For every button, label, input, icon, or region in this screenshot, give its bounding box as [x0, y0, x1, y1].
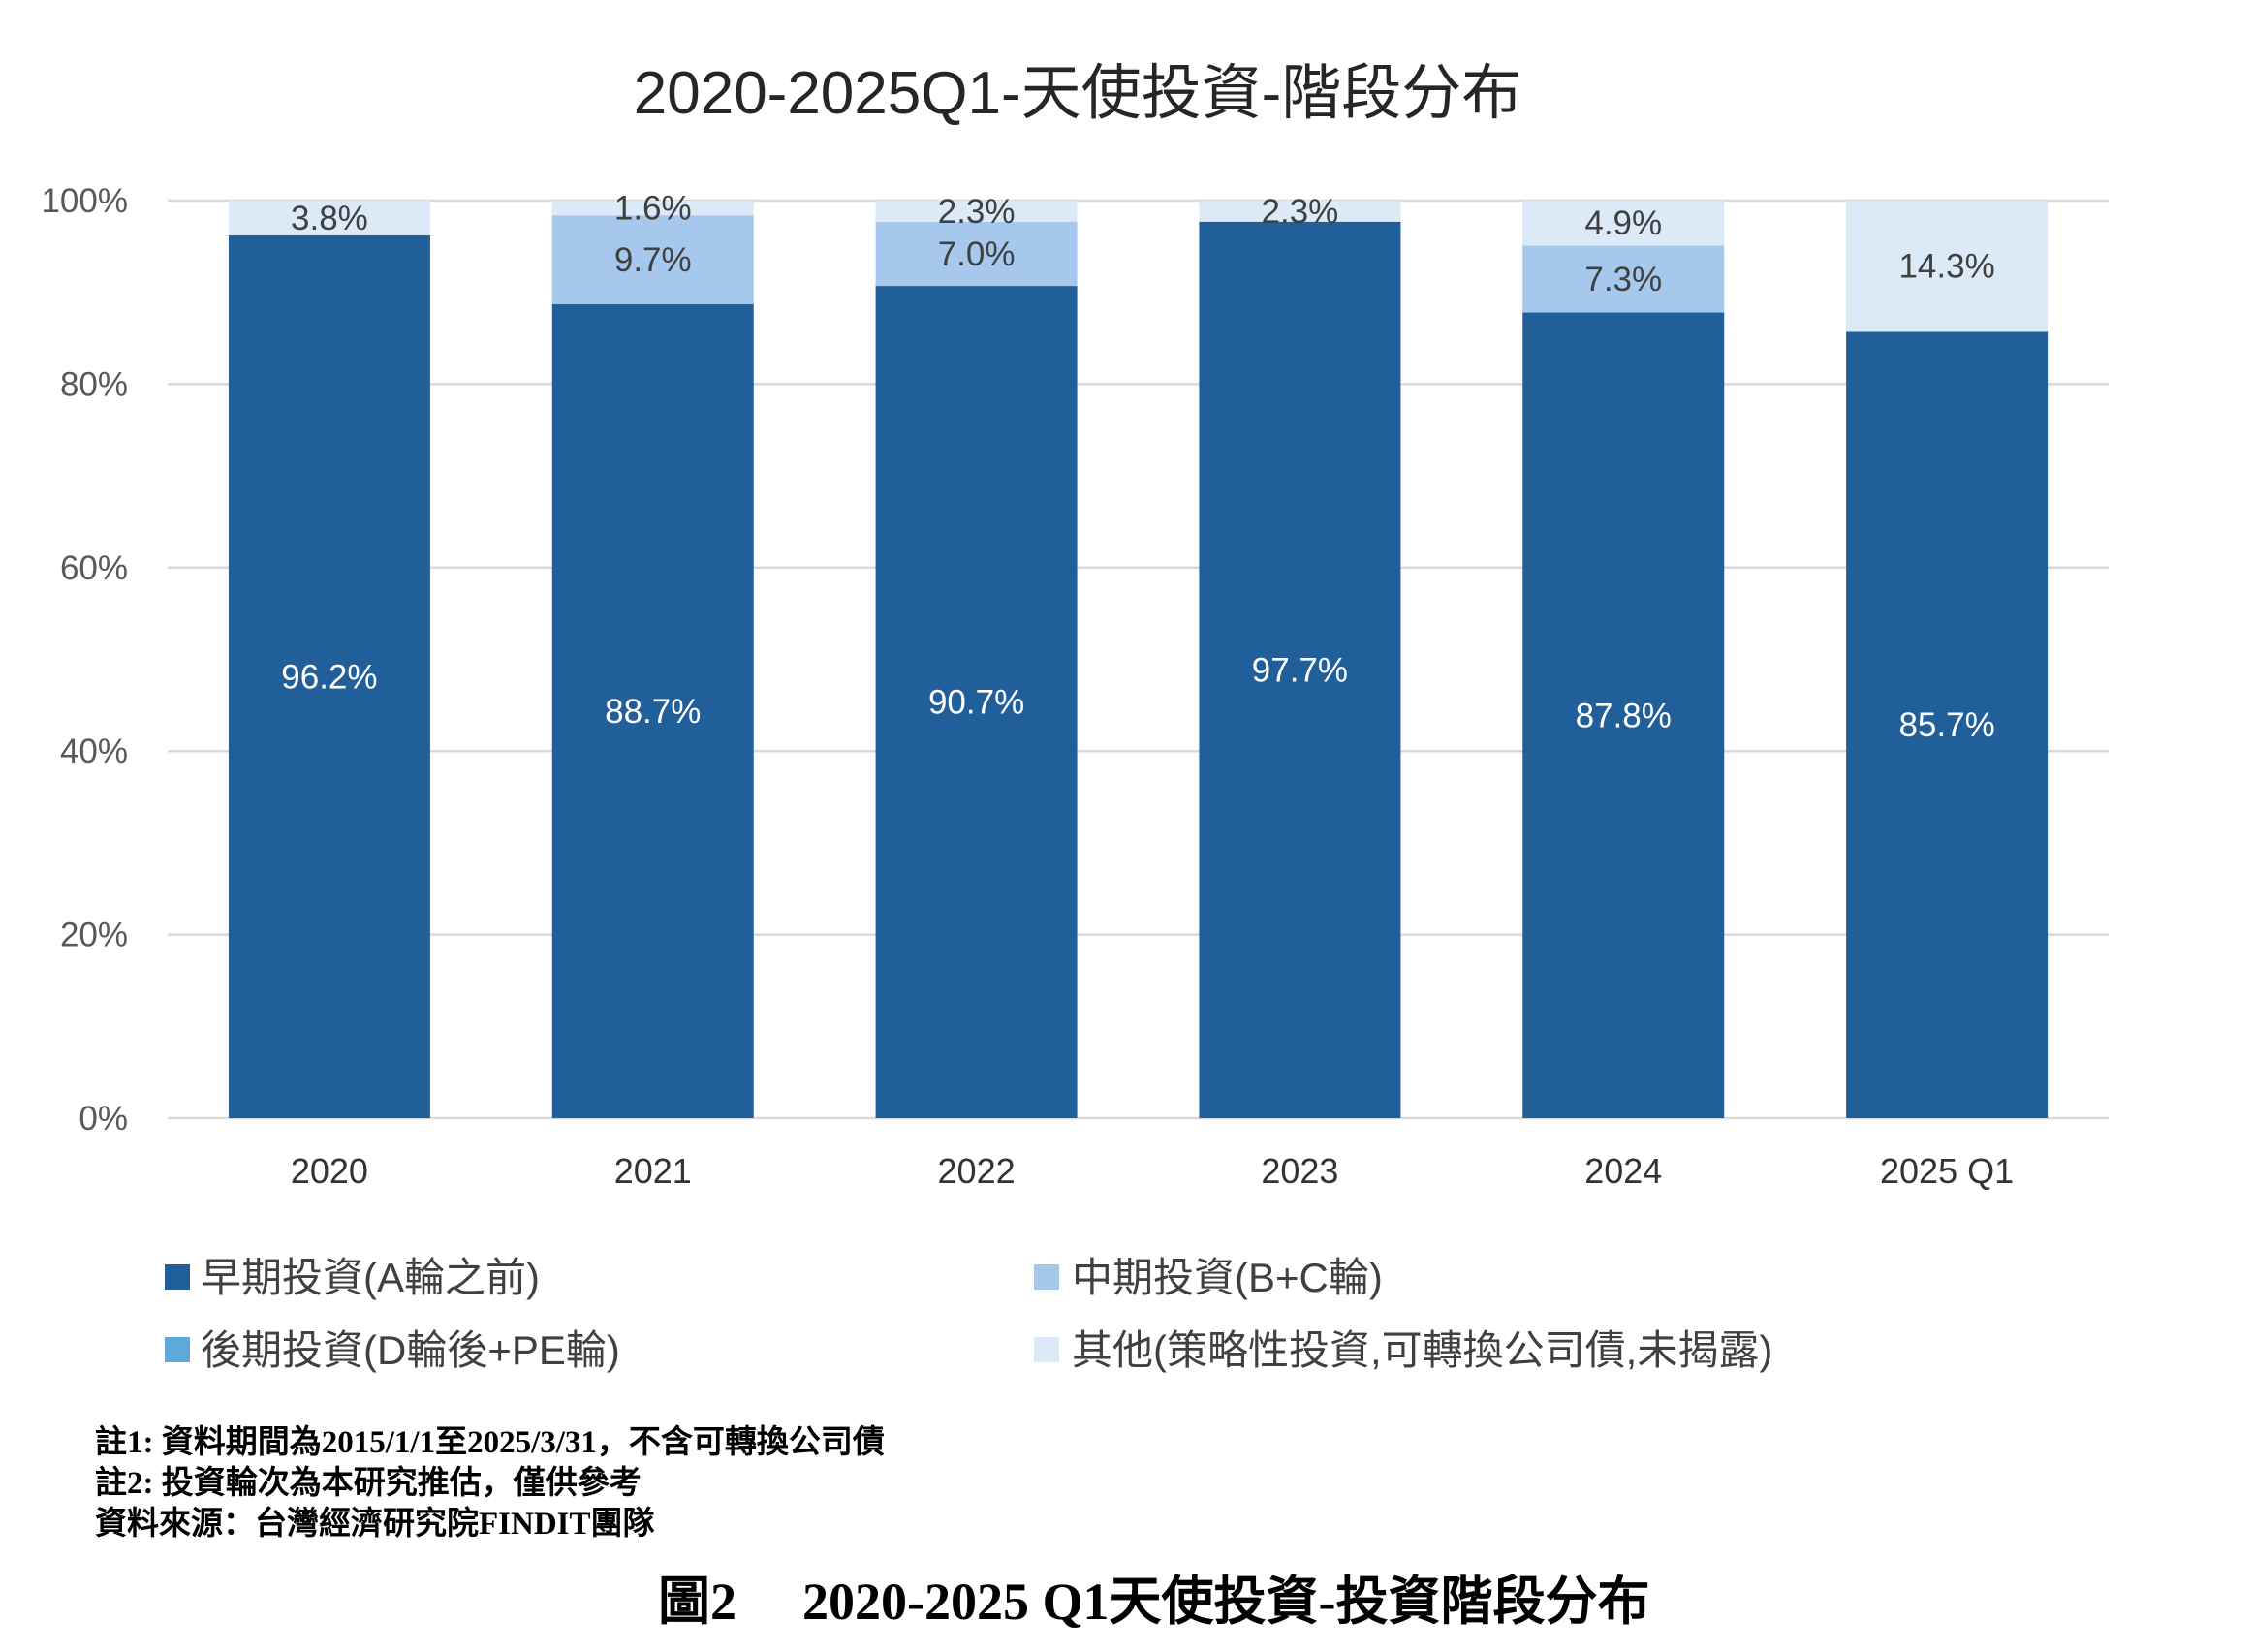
note-2: 註2: 投資輪次為本研究推估，僅供參考	[95, 1466, 642, 1501]
data-label-s3-2025-Q1: 14.3%	[1898, 248, 1994, 286]
legend-label-late-stage: 後期投資(D輪後+PE輪)	[201, 1327, 620, 1373]
bar-segment-s3-2024	[1522, 201, 1725, 246]
y-axis-tick-labels: 0% 20% 40% 60% 80% 100%	[41, 182, 128, 1138]
bar-segment-s1-2022	[875, 221, 1078, 287]
chart-title: 2020-2025Q1-天使投資-階段分布	[634, 60, 1522, 127]
bar-segment-s0-2025-Q1	[1846, 331, 2049, 1118]
bar-segment-s0-2020	[228, 234, 430, 1119]
data-labels: 96.2% 3.8% 88.7% 9.7% 1.6% 90.7% 7.0% 2.3% 97.7%…	[281, 190, 1994, 745]
figure-number: 圖2	[658, 1573, 736, 1631]
y-tick-label-40: 40%	[60, 732, 128, 770]
figure-caption: 2020-2025 Q1天使投資-投資階段分布	[802, 1573, 1650, 1631]
bar-segment-s0-2021	[551, 304, 754, 1118]
bar-segment-s3-2023	[1199, 201, 1401, 222]
legend-label-other: 其他(策略性投資,可轉換公司債,未揭露)	[1072, 1327, 1772, 1373]
x-tick-label-2025-Q1: 2025 Q1	[1880, 1151, 2014, 1191]
y-tick-label-20: 20%	[60, 917, 128, 954]
x-tick-label-2021: 2021	[614, 1151, 692, 1191]
data-label-s1-2024: 7.3%	[1584, 261, 1662, 298]
bar-segment-s0-2024	[1522, 312, 1725, 1118]
legend-swatch-early-stage	[165, 1264, 190, 1290]
legend-item-other: 其他(策略性投資,可轉換公司債,未揭露)	[1034, 1327, 1772, 1373]
legend-item-early-stage: 早期投資(A輪之前)	[165, 1255, 540, 1300]
x-tick-label-2023: 2023	[1261, 1151, 1338, 1191]
bar-segment-s3-2022	[875, 201, 1078, 222]
y-tick-label-60: 60%	[60, 549, 128, 587]
y-tick-label-0: 0%	[78, 1100, 128, 1138]
bar-segment-s3-2025-Q1	[1846, 201, 2049, 332]
data-label-s0-2025-Q1: 85.7%	[1898, 706, 1994, 744]
data-label-s0-2022: 90.7%	[928, 684, 1024, 722]
bar-segment-s1-2021	[551, 215, 754, 305]
data-label-s3-2024: 4.9%	[1584, 204, 1662, 242]
x-axis-labels: 2020 2021 2022 2023 2024 2025 Q1	[291, 1151, 2014, 1191]
bar-segment-s0-2023	[1199, 221, 1401, 1118]
bar-segment-s3-2020	[228, 201, 430, 235]
bar-segment-s1-2024	[1522, 245, 1725, 313]
data-label-s3-2023: 2.3%	[1262, 193, 1339, 231]
legend-label-mid-stage: 中期投資(B+C輪)	[1072, 1255, 1383, 1300]
bar-segment-s3-2021	[551, 201, 754, 216]
data-label-s0-2020: 96.2%	[281, 658, 377, 696]
data-label-s1-2021: 9.7%	[614, 241, 692, 279]
y-tick-label-80: 80%	[60, 365, 128, 403]
data-label-s3-2021: 1.6%	[614, 190, 692, 228]
data-label-s3-2022: 2.3%	[938, 193, 1016, 231]
x-tick-label-2024: 2024	[1584, 1151, 1662, 1191]
legend-label-early-stage: 早期投資(A輪之前)	[201, 1255, 540, 1300]
x-tick-label-2022: 2022	[938, 1151, 1016, 1191]
bars	[228, 201, 2049, 1119]
note-1: 註1: 資料期間為2015/1/1至2025/3/31，不含可轉換公司債	[95, 1425, 885, 1460]
legend: 早期投資(A輪之前) 中期投資(B+C輪) 後期投資(D輪後+PE輪) 其他(策…	[165, 1255, 1772, 1373]
legend-item-late-stage: 後期投資(D輪後+PE輪)	[165, 1327, 620, 1373]
data-label-s1-2022: 7.0%	[938, 235, 1016, 273]
legend-swatch-other	[1034, 1337, 1059, 1362]
gridlines	[168, 199, 2109, 1120]
data-label-s0-2021: 88.7%	[605, 693, 701, 731]
legend-item-mid-stage: 中期投資(B+C輪)	[1034, 1255, 1383, 1300]
data-label-s0-2024: 87.8%	[1576, 697, 1672, 734]
legend-swatch-mid-stage	[1034, 1264, 1059, 1290]
legend-swatch-late-stage	[165, 1337, 190, 1362]
data-label-s3-2020: 3.8%	[291, 200, 368, 237]
data-source-note: 資料來源：台灣經濟研究院FINDIT團隊	[95, 1507, 655, 1542]
bar-segment-s0-2022	[875, 286, 1078, 1118]
x-tick-label-2020: 2020	[291, 1151, 368, 1191]
data-label-s0-2023: 97.7%	[1252, 651, 1348, 689]
y-tick-label-100: 100%	[41, 182, 128, 220]
